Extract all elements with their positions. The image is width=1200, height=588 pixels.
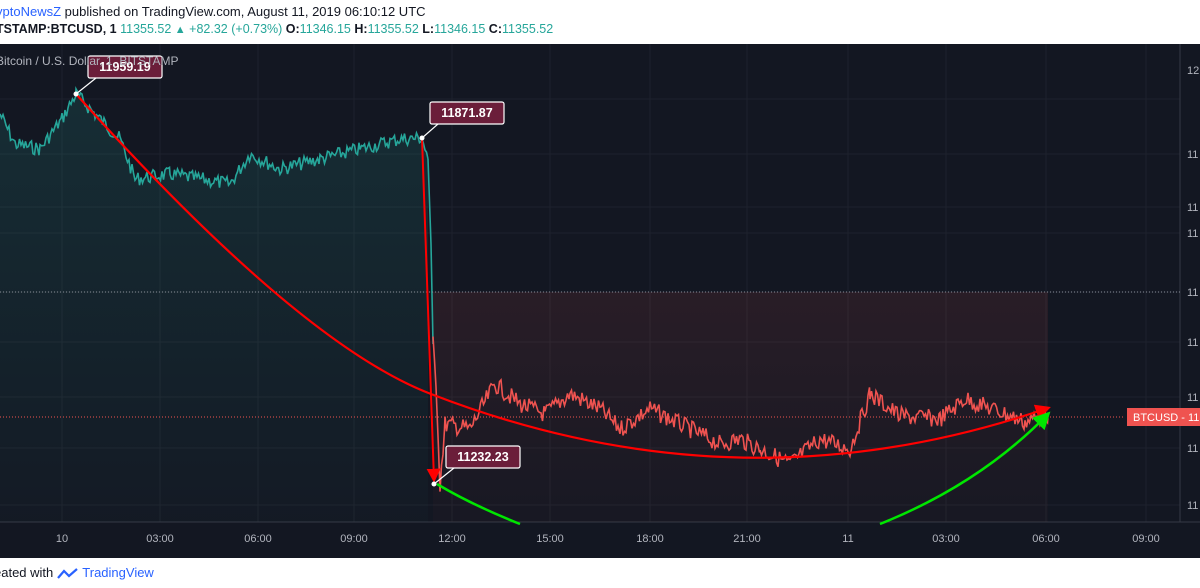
footer: eated with TradingView xyxy=(0,558,1200,588)
x-tick-label: 18:00 xyxy=(636,533,664,545)
red-decline-arrow xyxy=(75,93,432,396)
price-chart[interactable]: 11959.19 11871.87 11232.23 12 11 11 11 11 11 11 1… xyxy=(0,44,1200,558)
callout-label: 11232.23 xyxy=(457,450,508,464)
callout-anchor-dot xyxy=(419,135,425,141)
x-tick-label: 12:00 xyxy=(438,533,466,545)
x-tick-label: 09:00 xyxy=(1132,533,1160,545)
price-callouts: 11959.19 11871.87 11232.23 xyxy=(73,55,521,487)
x-tick-label: 06:00 xyxy=(1032,533,1060,545)
up-arrow-icon: ▲ xyxy=(174,24,186,36)
close-label: C: xyxy=(488,22,502,36)
callout-box xyxy=(87,55,163,79)
up-area-fill xyxy=(0,88,428,523)
callout-anchor-dot xyxy=(73,91,79,97)
price-drop-segment xyxy=(427,158,434,345)
last-price: 11355.52 xyxy=(120,22,172,36)
price-callout: 11232.23 xyxy=(431,445,521,487)
callout-anchor-dot xyxy=(431,481,437,487)
x-tick-label: 15:00 xyxy=(536,533,564,545)
x-tick-label: 21:00 xyxy=(733,533,761,545)
high-value: 11355.52 xyxy=(367,22,419,36)
y-tick-label: 12 xyxy=(1187,65,1199,77)
callout-label: 11871.87 xyxy=(441,106,492,120)
footer-text: eated with TradingView xyxy=(0,565,154,580)
low-value: 11346.15 xyxy=(434,22,486,36)
footer-prefix: eated with xyxy=(0,565,54,580)
close-value: 11355.52 xyxy=(502,22,554,36)
y-tick-label: 11 xyxy=(1187,443,1198,455)
tradingview-brand-link[interactable]: TradingView xyxy=(82,565,154,580)
callout-pointer xyxy=(433,467,455,485)
open-value: 11346.15 xyxy=(299,22,351,36)
red-bottom-arrow xyxy=(430,392,1051,459)
price-change: +82.32 (+0.73%) xyxy=(189,22,283,36)
x-tick-label: 11 xyxy=(842,533,853,545)
y-tick-label: 11 xyxy=(1187,228,1198,240)
price-callout: 11871.87 xyxy=(419,101,505,141)
last-price-label: BTCUSD - 11 xyxy=(1127,408,1200,426)
trend-annotations xyxy=(75,93,1051,526)
y-tick-label: 11 xyxy=(1187,392,1198,404)
y-tick-label: 11 xyxy=(1187,202,1198,214)
green-recovery-arrow xyxy=(436,482,521,526)
chart-header: yptoNewsZ published on TradingView.com, … xyxy=(0,0,1200,45)
price-line-down xyxy=(432,336,1049,492)
x-axis: 10 03:00 06:00 09:00 12:00 15:00 18:00 21:00 11 0… xyxy=(56,533,1160,545)
green-recovery-arrow-2 xyxy=(879,411,1051,526)
high-label: H: xyxy=(354,22,368,36)
author-link[interactable]: yptoNewsZ xyxy=(0,4,62,19)
x-tick-label: 06:00 xyxy=(244,533,272,545)
open-label: O: xyxy=(285,22,300,36)
symbol-label: TSTAMP:BTCUSD, 1 xyxy=(0,22,117,36)
last-price-label-text: BTCUSD - 11 xyxy=(1133,412,1199,424)
symbol-legend: Bitcoin / U.S. Dollar, 1, BITSTAMP xyxy=(0,54,179,68)
price-line-up xyxy=(0,86,429,190)
callout-pointer xyxy=(75,77,97,95)
down-area-fill xyxy=(433,292,1048,522)
price-series xyxy=(0,86,1049,523)
red-drop-arrow xyxy=(421,137,441,483)
callout-label: 11959.19 xyxy=(99,60,150,74)
tradingview-logo-icon xyxy=(57,567,78,579)
x-tick-label: 03:00 xyxy=(932,533,960,545)
y-tick-label: 11 xyxy=(1187,337,1198,349)
price-callout: 11959.19 xyxy=(73,55,163,97)
y-tick-label: 11 xyxy=(1187,287,1198,299)
callout-box xyxy=(429,101,505,125)
x-tick-label: 03:00 xyxy=(146,533,174,545)
low-label: L: xyxy=(422,22,435,36)
publish-line: yptoNewsZ published on TradingView.com, … xyxy=(0,4,426,19)
y-tick-label: 11 xyxy=(1187,500,1198,512)
callout-pointer xyxy=(421,123,439,139)
y-axis: 12 11 11 11 11 11 11 11 11 xyxy=(1187,65,1199,512)
callout-box xyxy=(445,445,521,469)
y-tick-label: 11 xyxy=(1187,149,1198,161)
publish-info: published on TradingView.com, August 11,… xyxy=(64,4,426,19)
ohlc-line: TSTAMP:BTCUSD, 1 11355.52 ▲ +82.32 (+0.7… xyxy=(0,22,553,36)
x-tick-label: 09:00 xyxy=(340,533,368,545)
x-tick-label: 10 xyxy=(56,533,68,545)
